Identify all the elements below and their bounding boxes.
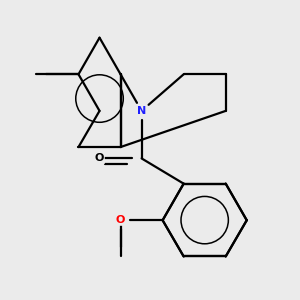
- Text: O: O: [116, 215, 125, 225]
- Text: N: N: [137, 106, 146, 116]
- Text: O: O: [95, 153, 104, 164]
